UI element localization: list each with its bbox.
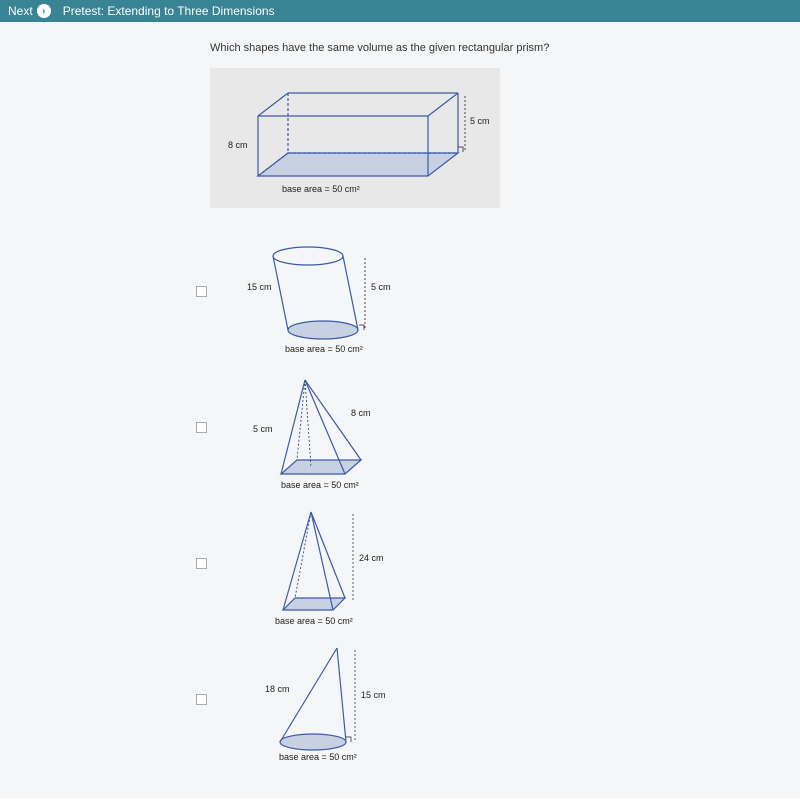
next-button[interactable]: Next ›	[8, 4, 51, 18]
checkbox-1[interactable]	[196, 286, 207, 297]
pyramid-shape: 5 cm 8 cm base area = 50 cm²	[233, 362, 408, 492]
cyl-base-label: base area = 50 cm²	[285, 344, 363, 354]
option-row-4: 18 cm 15 cm base area = 50 cm²	[196, 634, 800, 764]
next-label: Next	[8, 4, 33, 18]
checkbox-3[interactable]	[196, 558, 207, 569]
cylinder-shape: 15 cm 5 cm base area = 50 cm²	[233, 226, 408, 356]
given-shape: 8 cm 5 cm base area = 50 cm²	[210, 68, 500, 208]
prism-height-label: 5 cm	[470, 116, 490, 126]
cyl-height-label: 5 cm	[371, 282, 391, 292]
page: Next › Pretest: Extending to Three Dimen…	[0, 0, 800, 800]
header-bar: Next › Pretest: Extending to Three Dimen…	[0, 0, 800, 22]
cone-slant-label: 18 cm	[265, 684, 290, 694]
prism-base-label: base area = 50 cm²	[282, 184, 360, 194]
cone-shape: 18 cm 15 cm base area = 50 cm²	[233, 634, 408, 764]
checkbox-4[interactable]	[196, 694, 207, 705]
next-arrow-icon: ›	[37, 4, 51, 18]
cone-height-label: 15 cm	[361, 690, 386, 700]
prism-width-label: 8 cm	[228, 140, 248, 150]
pyr-base-label: base area = 50 cm²	[281, 480, 359, 490]
tpyr-base-label: base area = 50 cm²	[275, 616, 353, 626]
pyr-height-label: 8 cm	[351, 408, 371, 418]
page-title: Pretest: Extending to Three Dimensions	[63, 4, 275, 18]
option-row-2: 5 cm 8 cm base area = 50 cm²	[196, 362, 800, 492]
option-row-1: 15 cm 5 cm base area = 50 cm²	[196, 226, 800, 356]
checkbox-2[interactable]	[196, 422, 207, 433]
tall-pyramid-shape: 24 cm base area = 50 cm²	[233, 498, 408, 628]
tall-pyramid-icon	[233, 498, 408, 628]
cone-base-label: base area = 50 cm²	[279, 752, 357, 762]
question-text: Which shapes have the same volume as the…	[210, 42, 800, 54]
pyr-edge-label: 5 cm	[253, 424, 273, 434]
content-area: Which shapes have the same volume as the…	[0, 22, 800, 798]
option-row-3: 24 cm base area = 50 cm²	[196, 498, 800, 628]
cyl-slant-label: 15 cm	[247, 282, 272, 292]
tpyr-height-label: 24 cm	[359, 553, 384, 563]
